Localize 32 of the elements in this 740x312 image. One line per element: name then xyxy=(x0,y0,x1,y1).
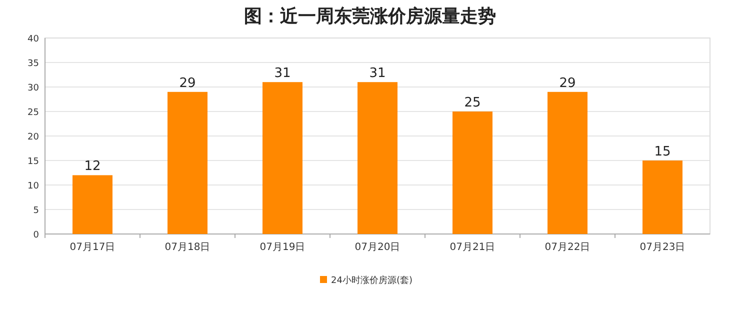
data-label: 29 xyxy=(179,76,196,91)
y-tick-label: 40 xyxy=(28,34,40,44)
y-tick-label: 5 xyxy=(33,206,39,216)
y-tick-label: 25 xyxy=(28,108,39,118)
data-label: 12 xyxy=(84,159,101,174)
x-tick-label: 07月18日 xyxy=(164,242,210,253)
bar xyxy=(548,92,588,234)
x-tick-label: 07月23日 xyxy=(640,242,686,253)
legend-label: 24小时涨价房源(套) xyxy=(331,275,412,286)
x-tick-label: 07月19日 xyxy=(260,242,306,253)
data-label: 31 xyxy=(369,66,386,82)
data-label: 25 xyxy=(464,96,481,110)
bar xyxy=(452,112,492,234)
x-tick-label: 07月22日 xyxy=(544,242,590,253)
bar xyxy=(358,82,398,234)
bar xyxy=(642,160,682,234)
x-tick-label: 07月20日 xyxy=(354,242,400,253)
data-label: 29 xyxy=(559,76,576,91)
y-tick-label: 35 xyxy=(28,59,39,69)
y-tick-label: 10 xyxy=(28,182,40,192)
y-tick-label: 30 xyxy=(28,84,40,94)
y-tick-label: 20 xyxy=(28,132,40,142)
x-tick-label: 07月21日 xyxy=(450,242,496,253)
bar xyxy=(168,92,208,234)
data-label: 15 xyxy=(654,144,671,160)
chart-title: 图：近一周东莞涨价房源量走势 xyxy=(244,6,496,27)
y-tick-label: 15 xyxy=(28,157,39,167)
x-tick-label: 07月17日 xyxy=(70,242,116,253)
data-label: 31 xyxy=(274,66,291,82)
bar xyxy=(262,82,302,234)
bar xyxy=(72,175,112,234)
y-tick-label: 0 xyxy=(33,230,40,240)
